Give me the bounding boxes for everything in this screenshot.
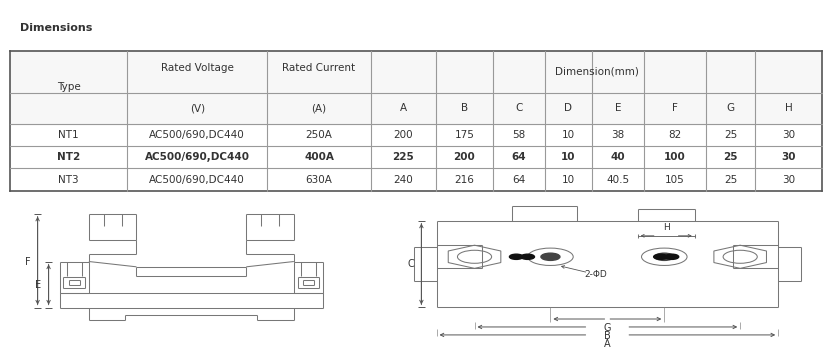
Text: 30: 30 — [781, 152, 796, 162]
Text: 200: 200 — [453, 152, 475, 162]
Text: (V): (V) — [190, 103, 205, 113]
Text: 10: 10 — [562, 130, 575, 140]
Text: 40: 40 — [611, 152, 626, 162]
Text: 25: 25 — [724, 175, 737, 184]
Text: C: C — [515, 103, 522, 113]
Text: 25: 25 — [724, 130, 737, 140]
Text: 58: 58 — [513, 130, 526, 140]
Text: Dimension(mm): Dimension(mm) — [554, 67, 638, 77]
Text: A: A — [604, 339, 611, 349]
Text: C: C — [407, 259, 414, 269]
Text: 10: 10 — [562, 175, 575, 184]
Text: G: G — [603, 323, 612, 333]
Text: 10: 10 — [562, 152, 576, 162]
Text: 250A: 250A — [305, 130, 333, 140]
Text: D: D — [564, 103, 572, 113]
Text: Rated Current: Rated Current — [282, 63, 355, 72]
Text: H: H — [663, 223, 670, 232]
Text: 82: 82 — [668, 130, 681, 140]
Text: 64: 64 — [513, 175, 526, 184]
Text: 30: 30 — [782, 175, 795, 184]
Bar — [10, 93, 822, 124]
Text: 30: 30 — [782, 130, 795, 140]
Circle shape — [521, 254, 534, 259]
Circle shape — [665, 254, 679, 259]
Text: NT3: NT3 — [58, 175, 79, 184]
Text: NT1: NT1 — [58, 130, 79, 140]
Text: AC500/690,DC440: AC500/690,DC440 — [149, 175, 245, 184]
Text: Type: Type — [57, 82, 81, 92]
Text: 25: 25 — [723, 152, 738, 162]
Text: Rated Voltage: Rated Voltage — [161, 63, 234, 72]
Text: AC500/690,DC440: AC500/690,DC440 — [145, 152, 250, 162]
Text: A: A — [400, 103, 407, 113]
Text: 630A: 630A — [305, 175, 333, 184]
Text: 400A: 400A — [304, 152, 334, 162]
Text: B: B — [461, 103, 468, 113]
Text: Dimensions: Dimensions — [20, 23, 92, 33]
Text: F: F — [672, 103, 678, 113]
Text: F: F — [25, 257, 30, 266]
Text: AC500/690,DC440: AC500/690,DC440 — [149, 130, 245, 140]
Text: E: E — [615, 103, 622, 113]
Bar — [10, 51, 822, 93]
Text: E: E — [35, 280, 42, 289]
Circle shape — [654, 254, 667, 259]
Text: 64: 64 — [512, 152, 526, 162]
Text: 100: 100 — [664, 152, 686, 162]
Text: 40.5: 40.5 — [607, 175, 630, 184]
Text: B: B — [604, 331, 611, 341]
Circle shape — [509, 254, 523, 259]
Text: 225: 225 — [393, 152, 414, 162]
Text: 105: 105 — [665, 175, 685, 184]
Text: 216: 216 — [454, 175, 474, 184]
Text: G: G — [726, 103, 735, 113]
Text: 240: 240 — [394, 175, 414, 184]
Text: 175: 175 — [454, 130, 474, 140]
Text: 200: 200 — [394, 130, 414, 140]
Circle shape — [541, 253, 560, 260]
Text: 38: 38 — [612, 130, 625, 140]
Text: 2-ΦD: 2-ΦD — [585, 270, 607, 279]
Text: H: H — [785, 103, 793, 113]
Circle shape — [655, 253, 674, 260]
Text: NT2: NT2 — [57, 152, 80, 162]
Text: (A): (A) — [311, 103, 327, 113]
